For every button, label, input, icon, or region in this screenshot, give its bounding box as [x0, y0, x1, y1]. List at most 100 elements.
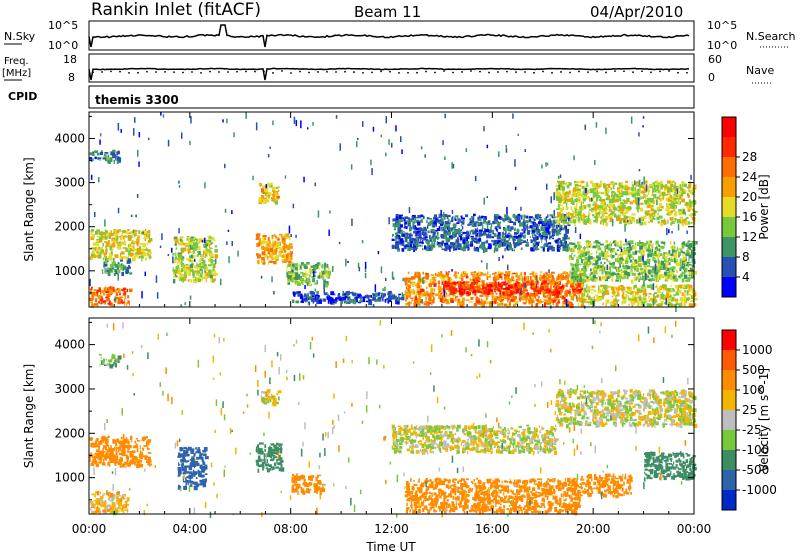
heatmap-cell [656, 268, 661, 273]
heatmap-cell [622, 273, 625, 278]
heatmap-cell [581, 274, 585, 277]
heatmap-cell [576, 185, 579, 189]
heatmap-cell [447, 231, 451, 236]
freq-tick-bottom: 8 [68, 71, 75, 84]
heatmap-cell [544, 242, 548, 248]
heatmap-cell [670, 201, 675, 206]
heatmap-cell [189, 264, 194, 268]
heatmap-cell [102, 300, 106, 304]
heatmap-cell [550, 225, 552, 228]
heatmap-cell [269, 260, 273, 263]
heatmap-cell [443, 284, 446, 289]
heatmap-cell [96, 289, 101, 292]
heatmap-cell [626, 207, 630, 209]
heatmap-cell [540, 219, 543, 221]
heatmap-cell [544, 227, 547, 231]
heatmap-cell [636, 192, 641, 196]
heatmap-cell [100, 298, 103, 302]
heatmap-cell [474, 221, 477, 223]
heatmap-cell [119, 293, 121, 296]
heatmap-cell [531, 298, 534, 302]
heatmap-cell [604, 191, 606, 193]
heatmap-cell [560, 240, 563, 246]
heatmap-cell [255, 238, 259, 240]
heatmap-cell [580, 215, 584, 218]
heatmap-cell [140, 249, 145, 252]
heatmap-cell [574, 290, 576, 294]
heatmap-cell [639, 268, 643, 271]
heatmap-cell [395, 243, 399, 248]
heatmap-cell [563, 271, 566, 274]
heatmap-cell [414, 239, 417, 242]
heatmap-cell [511, 235, 515, 240]
heatmap-cell [533, 218, 536, 222]
heatmap-cell [105, 242, 110, 246]
heatmap-cell [663, 193, 666, 196]
heatmap-cell [322, 272, 324, 275]
heatmap-cell [285, 247, 287, 252]
heatmap-cell [586, 258, 589, 263]
heatmap-cell [128, 288, 133, 293]
heatmap-cell [531, 224, 534, 227]
heatmap-cell [461, 301, 465, 305]
heatmap-cell [312, 295, 315, 298]
heatmap-cell [497, 288, 500, 292]
heatmap-cell [692, 192, 694, 196]
heatmap-cell [194, 277, 198, 282]
heatmap-cell [440, 299, 445, 302]
heatmap-cell [376, 298, 379, 301]
heatmap-cell [580, 206, 585, 211]
heatmap-cell [414, 296, 418, 301]
heatmap-cell [496, 240, 501, 244]
heatmap-cell [436, 228, 441, 231]
heatmap-cell [415, 292, 420, 296]
heatmap-cell [135, 241, 140, 245]
heatmap-cell [450, 283, 453, 288]
heatmap-cell [343, 293, 346, 296]
heatmap-cell [635, 201, 639, 206]
heatmap-cell [457, 272, 460, 275]
heatmap-cell [262, 238, 264, 242]
heatmap-cell [501, 281, 504, 284]
heatmap-cell [477, 222, 482, 225]
heatmap-cell [659, 265, 663, 268]
heatmap-cell [590, 188, 594, 193]
heatmap-cell [422, 215, 425, 220]
heatmap-cell [98, 246, 101, 251]
heatmap-cell [147, 239, 151, 244]
heatmap-cell [436, 241, 439, 246]
heatmap-cell [463, 243, 467, 247]
heatmap-cell [643, 215, 647, 219]
heatmap-cell [449, 236, 453, 240]
heatmap-cell [508, 301, 511, 306]
nave-dot [227, 71, 229, 73]
heatmap-cell [482, 280, 485, 285]
heatmap-cell [502, 292, 507, 296]
heatmap-cell [565, 283, 568, 287]
heatmap-cell [100, 289, 105, 294]
heatmap-cell [544, 302, 547, 307]
heatmap-cell [513, 303, 516, 308]
heatmap-cell [256, 253, 259, 256]
heatmap-cell [107, 240, 110, 244]
heatmap-cell [458, 301, 462, 306]
heatmap-cell [516, 228, 519, 233]
heatmap-cell [559, 292, 562, 296]
heatmap-cell [574, 208, 578, 211]
heatmap-cell [411, 299, 414, 301]
heatmap-cell [363, 296, 366, 299]
heatmap-cell [593, 216, 597, 218]
heatmap-cell [417, 237, 420, 242]
heatmap-cell [619, 273, 623, 277]
heatmap-cell [584, 215, 588, 218]
heatmap-cell [463, 292, 466, 295]
heatmap-cell [516, 216, 520, 222]
heatmap-cell [596, 272, 599, 275]
heatmap-cell [498, 287, 500, 290]
heatmap-cell [141, 257, 143, 262]
heatmap-cell [454, 283, 456, 288]
heatmap-cell [519, 297, 521, 302]
heatmap-cell [418, 292, 422, 295]
heatmap-cell [173, 273, 176, 278]
heatmap-cell [569, 219, 572, 224]
